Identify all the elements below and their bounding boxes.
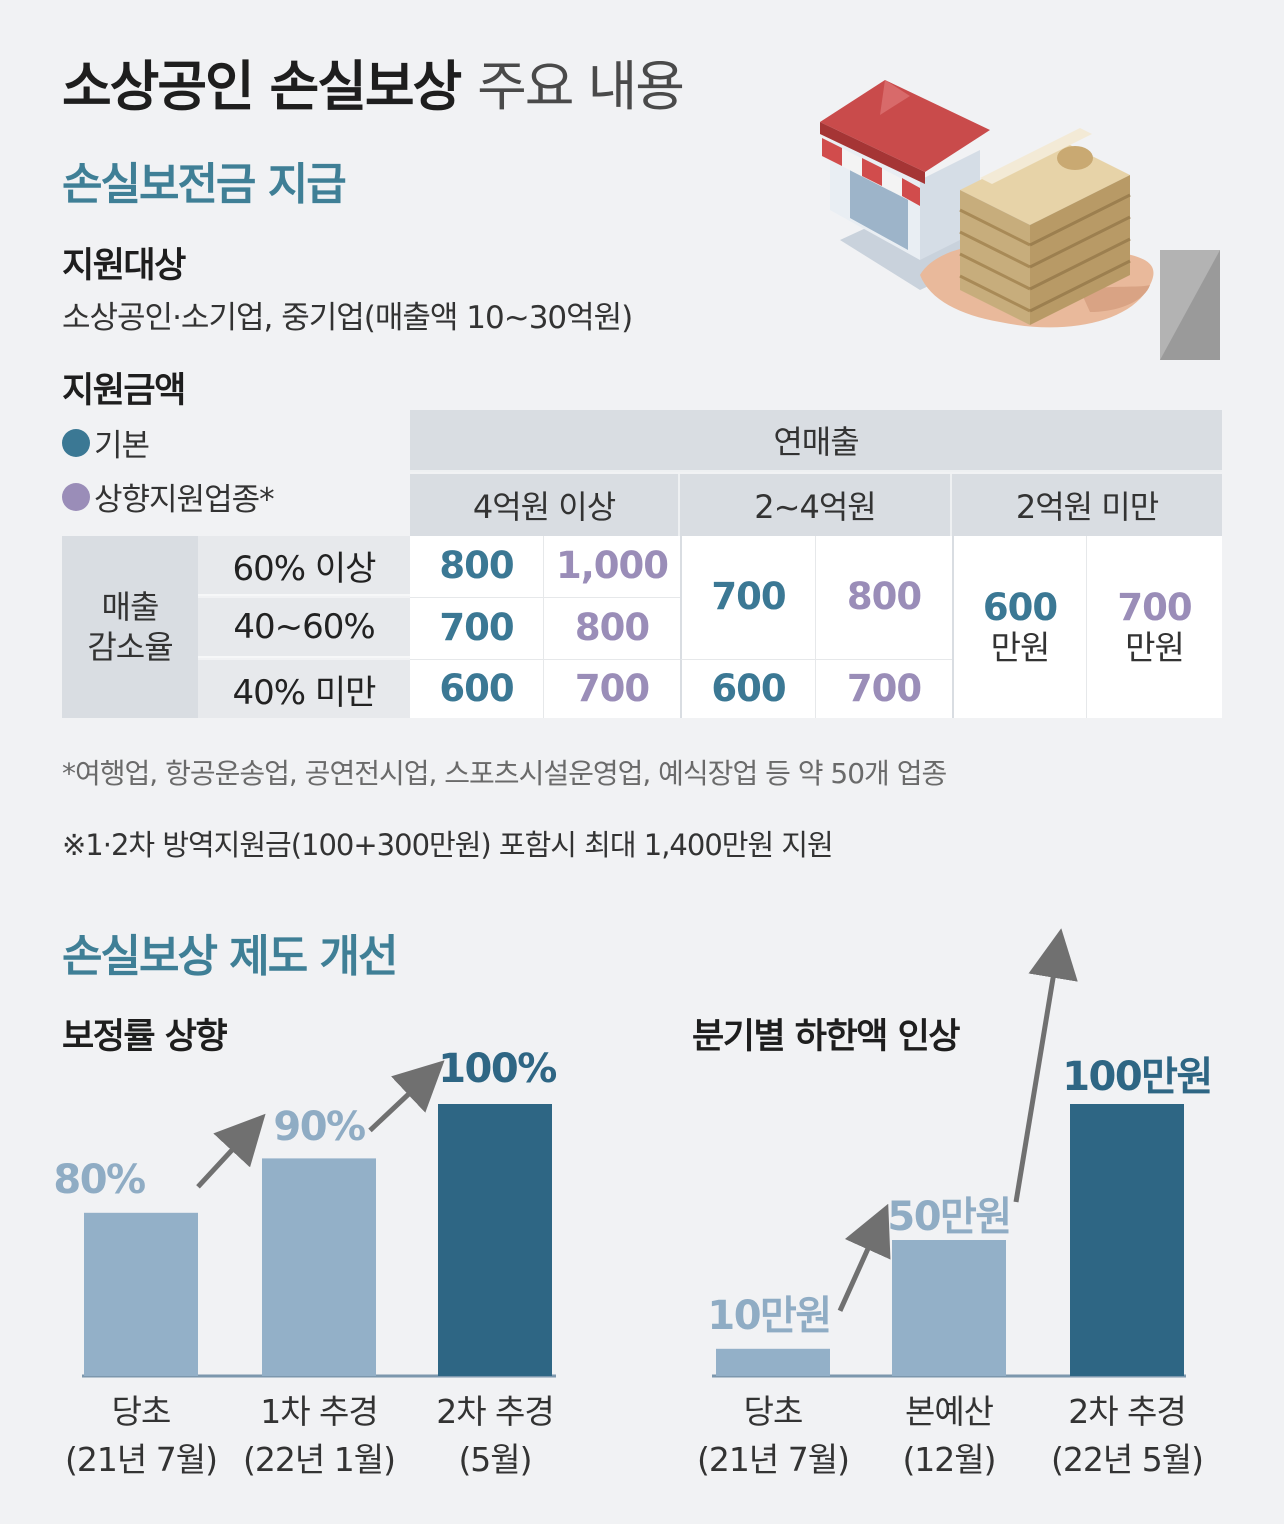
- increase-arrow: [837, 1203, 891, 1312]
- table-row-label: 40~60%: [198, 598, 410, 658]
- category-label: 2차 추경 (22년 5월): [1051, 1392, 1204, 1479]
- bar: [1070, 1104, 1184, 1376]
- table-cell-upgraded: 1,000: [544, 536, 680, 598]
- increase-arrow: [196, 1113, 266, 1189]
- table-header-group-1: 4억원 이상: [410, 474, 680, 536]
- table-cell-basic: 600: [410, 660, 544, 718]
- table-cell-upgraded: 700: [816, 660, 952, 718]
- rate-chart: [84, 1060, 552, 1376]
- table-cell-basic: 800: [410, 536, 544, 598]
- bar-value-label: 80%: [53, 1156, 146, 1203]
- bar-value-label: 100만원: [1062, 1054, 1213, 1100]
- chart-title-rate: 보정률 상향: [62, 1017, 228, 1057]
- bar: [438, 1104, 552, 1376]
- page-title: 소상공인 손실보상 주요 내용: [62, 42, 685, 121]
- shop-money-illustration: [820, 80, 1220, 360]
- legend-basic-label: 기본: [94, 428, 150, 464]
- legend-upgraded: 상향지원업종*: [62, 474, 275, 519]
- legend-upgraded-label: 상향지원업종*: [94, 482, 275, 518]
- table-cell-upgraded: 800: [816, 536, 952, 660]
- table-cell-basic: 600: [680, 660, 816, 718]
- table-row-label: 60% 이상: [198, 536, 410, 596]
- increase-arrow: [1013, 928, 1078, 1203]
- section-heading-improvement: 손실보상 제도 개선: [62, 931, 398, 982]
- bar: [716, 1348, 830, 1376]
- footnote-industries: *여행업, 항공운송업, 공연전시업, 스포츠시설운영업, 예식장업 등 약 5…: [62, 757, 947, 790]
- bar-value-label: 90%: [273, 1104, 366, 1151]
- table-cell-value: 700: [1117, 585, 1192, 629]
- legend-basic: 기본: [62, 420, 150, 465]
- bar-value-label: 100%: [438, 1046, 557, 1092]
- target-text: 소상공인·소기업, 중기업(매출액 10~30억원): [62, 300, 633, 336]
- increase-arrow: [368, 1060, 445, 1133]
- table-cell-unit: 만원: [1125, 628, 1185, 668]
- table-header-group-2: 2~4억원: [680, 474, 952, 536]
- category-label: 1차 추경 (22년 1월): [243, 1392, 396, 1479]
- target-label: 지원대상: [62, 246, 186, 286]
- category-label: 2차 추경 (5월): [436, 1392, 555, 1479]
- table-cell-basic: 700: [680, 536, 816, 660]
- section-heading-compensation: 손실보전금 지급: [62, 159, 347, 210]
- table-header-revenue: 연매출: [410, 410, 1222, 472]
- table-cell-basic: 700: [410, 598, 544, 660]
- table-cell-upgraded: 700: [544, 660, 680, 718]
- table-cell-unit: 만원: [990, 628, 1051, 668]
- chart-title-minimum: 분기별 하한액 인상: [692, 1017, 960, 1057]
- bar: [892, 1240, 1006, 1376]
- minimum-chart: [716, 928, 1184, 1376]
- table-row-header: 매출 감소율: [62, 536, 198, 718]
- category-label: 당초 (21년 7월): [65, 1392, 218, 1479]
- table-cell-upgraded: 800: [544, 598, 680, 660]
- bar: [262, 1158, 376, 1376]
- table-row-label: 40% 미만: [198, 660, 410, 718]
- table-cell-upgraded: 700 만원: [1087, 536, 1222, 718]
- title-bold: 소상공인 손실보상: [62, 55, 462, 118]
- amount-label: 지원금액: [62, 371, 186, 411]
- category-label: 본예산 (12월): [902, 1392, 996, 1479]
- legend-basic-dot: [62, 428, 90, 457]
- footnote-max-support: ※1·2차 방역지원금(100+300만원) 포함시 최대 1,400만원 지원: [62, 828, 834, 862]
- bar: [84, 1212, 198, 1376]
- table-cell-value: 600: [982, 585, 1058, 629]
- bar-value-label: 10만원: [707, 1292, 832, 1339]
- table-header-group-3: 2억원 미만: [952, 474, 1222, 536]
- bar-value-label: 50만원: [887, 1194, 1012, 1240]
- title-light: 주요 내용: [477, 55, 685, 118]
- category-label: 당초 (21년 7월): [697, 1392, 850, 1479]
- legend-upgraded-dot: [62, 482, 90, 511]
- table-cell-basic: 600 만원: [952, 536, 1087, 718]
